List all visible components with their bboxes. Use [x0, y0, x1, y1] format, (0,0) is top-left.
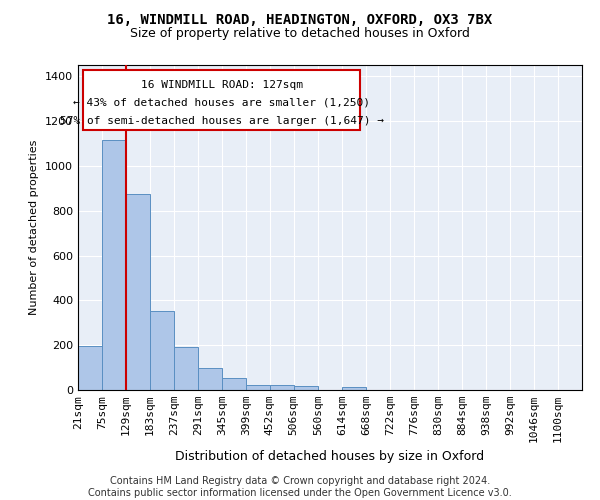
Text: Size of property relative to detached houses in Oxford: Size of property relative to detached ho…	[130, 28, 470, 40]
Text: Contains HM Land Registry data © Crown copyright and database right 2024.
Contai: Contains HM Land Registry data © Crown c…	[88, 476, 512, 498]
Bar	[126, 194, 150, 390]
Bar	[174, 347, 198, 390]
Bar	[222, 378, 246, 390]
Text: 16, WINDMILL ROAD, HEADINGTON, OXFORD, OX3 7BX: 16, WINDMILL ROAD, HEADINGTON, OXFORD, O…	[107, 12, 493, 26]
Y-axis label: Number of detached properties: Number of detached properties	[29, 140, 40, 315]
X-axis label: Distribution of detached houses by size in Oxford: Distribution of detached houses by size …	[175, 450, 485, 464]
Text: ← 43% of detached houses are smaller (1,250): ← 43% of detached houses are smaller (1,…	[73, 98, 370, 108]
Bar	[294, 386, 318, 390]
Bar	[78, 346, 102, 390]
Bar	[246, 384, 270, 390]
Bar	[102, 140, 126, 390]
Text: 57% of semi-detached houses are larger (1,647) →: 57% of semi-detached houses are larger (…	[59, 116, 383, 126]
Bar	[150, 311, 174, 390]
Text: 16 WINDMILL ROAD: 127sqm: 16 WINDMILL ROAD: 127sqm	[140, 80, 302, 90]
Bar	[342, 387, 366, 390]
Bar	[270, 385, 294, 390]
Bar	[198, 368, 222, 390]
FancyBboxPatch shape	[83, 70, 360, 130]
